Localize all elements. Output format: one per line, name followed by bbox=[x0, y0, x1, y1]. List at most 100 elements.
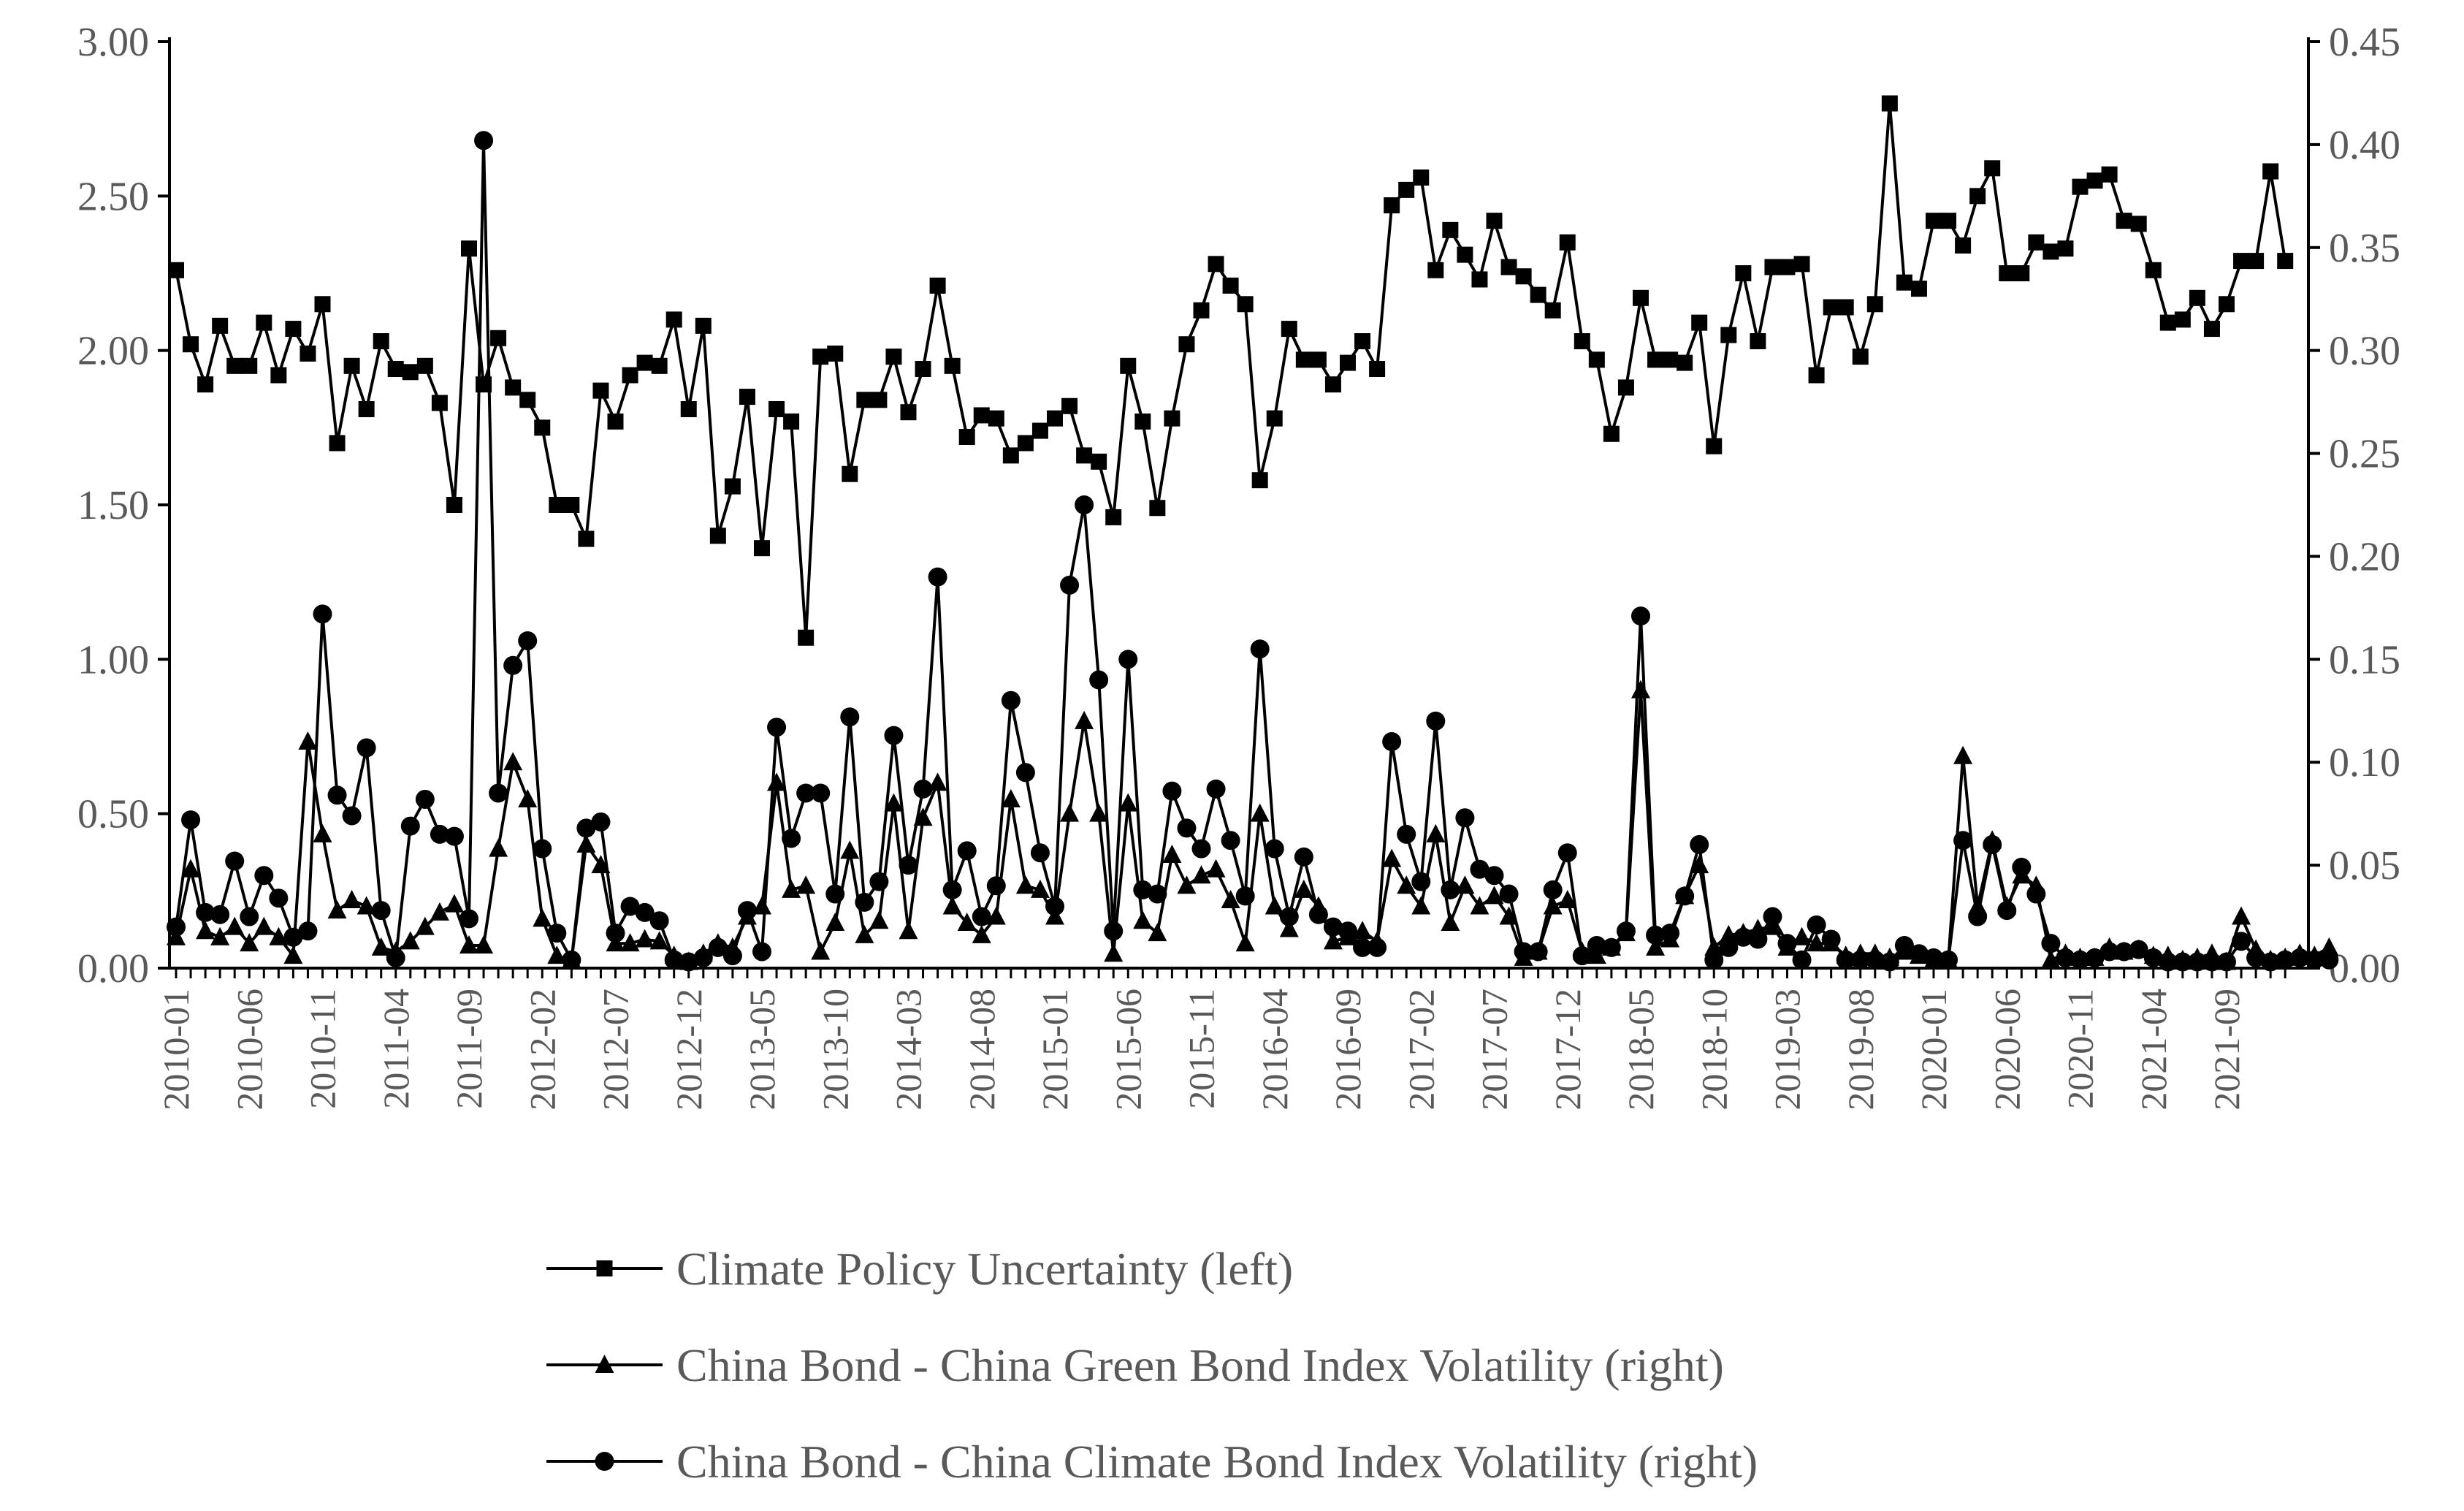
climate-bond-volatility-point bbox=[1441, 880, 1460, 899]
climate-bond-volatility-point bbox=[752, 942, 771, 962]
climate-policy-uncertainty-point bbox=[1735, 265, 1752, 281]
climate-policy-uncertainty-point bbox=[578, 530, 595, 547]
climate-policy-uncertainty-point bbox=[988, 410, 1004, 427]
climate-bond-volatility-point bbox=[1968, 907, 1988, 926]
green-bond-volatility-point bbox=[1279, 918, 1299, 937]
climate-policy-uncertainty-point bbox=[695, 317, 712, 334]
green-bond-volatility-point bbox=[503, 752, 523, 771]
climate-policy-uncertainty-point bbox=[2159, 314, 2176, 331]
climate-bond-volatility-point bbox=[400, 816, 420, 836]
climate-policy-uncertainty-point bbox=[709, 528, 726, 544]
climate-bond-volatility-point bbox=[2319, 950, 2339, 970]
climate-bond-volatility-point bbox=[811, 783, 831, 803]
green-bond-volatility-point bbox=[957, 913, 977, 932]
climate-bond-volatility-point bbox=[269, 888, 289, 908]
green-bond-volatility-point bbox=[1499, 906, 1519, 925]
left-y-tick-label: 1.00 bbox=[77, 637, 149, 682]
green-bond-volatility-point bbox=[269, 926, 289, 945]
climate-bond-volatility-point bbox=[928, 567, 947, 587]
climate-bond-volatility-point bbox=[1426, 711, 1446, 731]
climate-policy-uncertainty-point bbox=[373, 332, 389, 349]
climate-bond-volatility-point bbox=[547, 924, 567, 943]
climate-bond-volatility-point bbox=[679, 952, 698, 972]
climate-policy-uncertainty-point bbox=[1398, 181, 1415, 198]
green-bond-volatility-point bbox=[811, 941, 831, 960]
climate-policy-uncertainty-point bbox=[1457, 246, 1473, 263]
climate-policy-uncertainty-point bbox=[1779, 259, 1796, 275]
green-bond-volatility-point bbox=[547, 945, 567, 964]
climate-policy-uncertainty-point bbox=[1164, 410, 1180, 427]
green-bond-volatility-point bbox=[2041, 949, 2061, 968]
climate-policy-uncertainty-point bbox=[431, 395, 448, 411]
climate-policy-uncertainty-point bbox=[1940, 213, 1957, 229]
climate-bond-volatility-point bbox=[1455, 808, 1475, 828]
climate-bond-volatility-point bbox=[1514, 942, 1533, 962]
climate-policy-uncertainty-point bbox=[1823, 299, 1839, 316]
climate-policy-uncertainty-point bbox=[812, 349, 829, 365]
green-bond-volatility-point bbox=[1162, 845, 1182, 864]
climate-policy-uncertainty-point bbox=[241, 357, 258, 374]
x-tick-label: 2010-06 bbox=[229, 989, 270, 1111]
green-bond-volatility-point bbox=[474, 935, 494, 954]
climate-bond-volatility-point bbox=[884, 726, 904, 745]
climate-policy-uncertainty-point bbox=[402, 364, 419, 381]
x-tick-label: 2018-10 bbox=[1693, 989, 1734, 1111]
green-bond-volatility-point bbox=[1382, 848, 1402, 867]
left-y-tick-label: 2.50 bbox=[77, 174, 149, 219]
climate-policy-uncertainty-point bbox=[505, 379, 522, 396]
climate-bond-volatility-point bbox=[1807, 915, 1826, 935]
climate-policy-uncertainty-point bbox=[1574, 332, 1590, 349]
legend-circle-marker bbox=[595, 1452, 614, 1471]
climate-bond-volatility-point bbox=[167, 917, 186, 937]
climate-bond-volatility-point bbox=[1719, 937, 1739, 957]
climate-policy-uncertainty-point bbox=[416, 357, 433, 374]
climate-bond-volatility-point bbox=[899, 856, 918, 875]
climate-bond-volatility-point bbox=[693, 948, 713, 967]
green-bond-volatility-point bbox=[210, 926, 230, 945]
legend-triangle-marker bbox=[595, 1355, 614, 1373]
x-tick-label: 2012-07 bbox=[595, 989, 636, 1111]
climate-policy-uncertainty-point bbox=[2086, 172, 2103, 189]
green-bond-volatility-point bbox=[430, 902, 449, 921]
green-bond-volatility-point bbox=[1470, 896, 1490, 915]
x-tick-label: 2010-11 bbox=[302, 989, 343, 1109]
green-bond-volatility-point bbox=[840, 840, 860, 859]
green-bond-volatility-point bbox=[196, 921, 215, 940]
left-y-tick-label: 0.50 bbox=[77, 792, 149, 837]
green-bond-volatility-point bbox=[1397, 875, 1416, 894]
green-bond-volatility-series bbox=[167, 680, 2339, 970]
green-bond-volatility-point bbox=[1206, 859, 1226, 878]
climate-policy-uncertainty-point bbox=[2072, 178, 2089, 195]
green-bond-volatility-point bbox=[1646, 937, 1666, 956]
climate-bond-volatility-point bbox=[1118, 650, 1138, 669]
climate-bond-volatility-point bbox=[855, 892, 874, 912]
green-bond-volatility-point bbox=[1807, 933, 1826, 952]
climate-policy-uncertainty-point bbox=[2189, 289, 2205, 306]
green-bond-volatility-point bbox=[1118, 793, 1138, 812]
climate-policy-uncertainty-point bbox=[665, 311, 682, 328]
legend-label: China Bond - China Green Bond Index Vola… bbox=[676, 1339, 1724, 1391]
x-tick-label: 2015-01 bbox=[1034, 989, 1075, 1111]
climate-policy-uncertainty-point bbox=[387, 361, 404, 378]
right-y-tick-label: 0.45 bbox=[2329, 20, 2400, 65]
green-bond-volatility-point bbox=[1265, 896, 1284, 915]
climate-bond-volatility-point bbox=[1631, 606, 1650, 626]
climate-bond-volatility-point bbox=[796, 783, 816, 803]
climate-policy-uncertainty-point bbox=[1149, 500, 1166, 517]
climate-bond-volatility-point bbox=[869, 872, 889, 891]
left-y-tick-label: 2.00 bbox=[77, 329, 149, 374]
climate-bond-volatility-point bbox=[1250, 639, 1270, 659]
climate-bond-volatility-point bbox=[1763, 907, 1782, 926]
climate-bond-volatility-point bbox=[444, 826, 464, 846]
climate-bond-volatility-point bbox=[635, 902, 655, 922]
climate-policy-uncertainty-point bbox=[2028, 234, 2045, 251]
climate-bond-volatility-point bbox=[1821, 929, 1841, 949]
climate-bond-volatility-point bbox=[2276, 950, 2295, 970]
green-bond-volatility-point bbox=[869, 910, 889, 929]
climate-policy-uncertainty-point bbox=[1837, 299, 1854, 316]
climate-policy-uncertainty-point bbox=[358, 400, 375, 417]
x-tick-label: 2011-04 bbox=[375, 989, 416, 1109]
climate-bond-volatility-point bbox=[1646, 925, 1666, 945]
climate-bond-volatility-point bbox=[2246, 948, 2266, 967]
